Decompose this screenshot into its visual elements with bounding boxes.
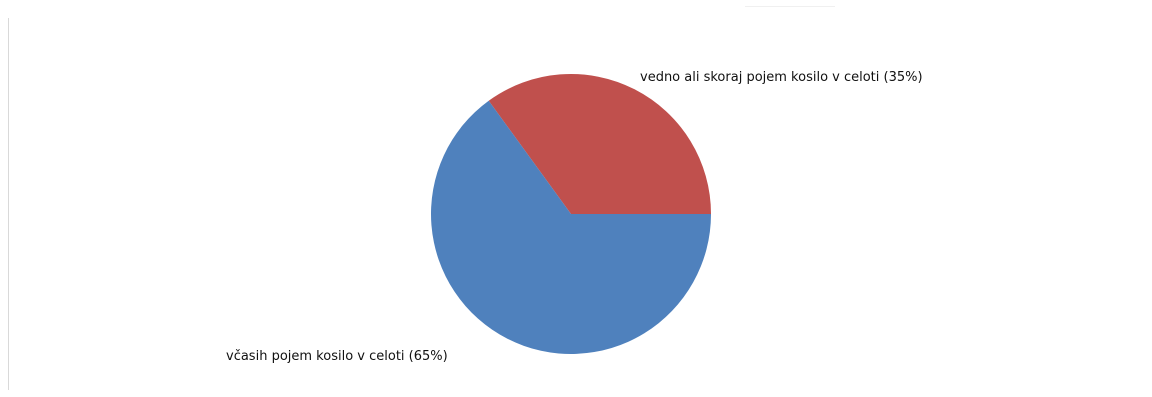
- pie-slices: [430, 74, 711, 355]
- pie-slice-sometimes: [430, 100, 711, 355]
- slice-label-sometimes: včasih pojem kosilo v celoti (65%): [226, 349, 448, 364]
- pie-slice-always: [488, 74, 711, 215]
- chart-frame-left-border: [8, 18, 9, 390]
- slice-label-always: vedno ali skoraj pojem kosilo v celoti (…: [640, 70, 923, 85]
- chart-top-edge: [745, 0, 835, 7]
